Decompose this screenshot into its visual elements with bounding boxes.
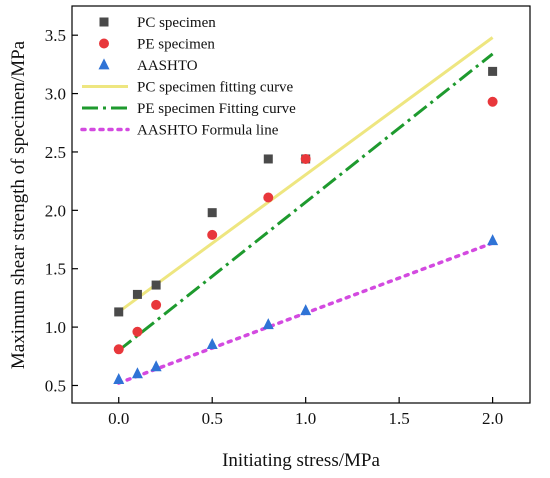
legend-pc-specimen-marker [99,17,109,27]
x-tick-label: 1.5 [389,409,410,428]
x-tick-label: 2.0 [482,409,503,428]
x-tick-label: 0.0 [108,409,129,428]
aashto-point [300,304,312,316]
tick-layer: 0.0 0.5 1.0 1.5 2.0 0.5 1.0 1.5 2.0 2.5 3.0 3.5 [45,26,503,428]
pc-specimen-point [207,208,217,218]
aashto-point [487,234,499,246]
pe-specimen-point [300,153,311,164]
pe-specimen-point [113,344,124,355]
pe-specimen-point [207,229,218,240]
pc-specimen-point [263,154,273,164]
data-points-layer [113,66,499,385]
legend-pe-specimen-marker [99,38,109,49]
y-tick-label: 0.5 [45,376,66,395]
plot-frame [71,5,531,404]
y-axis-title: Maximum shear strength of specimen/MPa [8,40,29,369]
pe-specimen-point [487,96,498,107]
y-tick-label: 2.5 [45,143,66,162]
pe-specimen-fitting-curve-line [117,52,494,352]
y-tick-label: 1.5 [45,260,66,279]
pc-specimen-point [488,66,498,76]
pc-specimen-point [132,289,142,299]
pe-specimen-point [132,326,143,337]
aashto-point [131,367,143,379]
legend-label: AASHTO [137,58,198,74]
pc-specimen-fitting-curve-line [117,36,494,314]
x-axis-title: Initiating stress/MPa [222,450,380,471]
legend-label: PE specimen [137,37,215,53]
legend-label: PC specimen fitting curve [137,80,294,96]
y-tick-label: 3.0 [45,85,66,104]
legend-label: PE specimen Fitting curve [137,101,296,117]
aashto-point [206,338,218,350]
legend: PC specimen PE specimen AASHTO PC specimen … [80,15,296,139]
pe-specimen-point [263,192,274,203]
y-tick-label: 2.0 [45,201,66,220]
pc-specimen-point [151,280,161,290]
pc-specimen-point [114,307,124,317]
aashto-point [113,373,125,385]
x-tick-label: 0.5 [202,409,223,428]
legend-aashto-marker [98,58,110,70]
x-tick-label: 1.0 [295,409,316,428]
pe-specimen-point [151,299,162,310]
legend-label: PC specimen [137,15,216,31]
aashto-point [150,360,162,372]
y-tick-label: 3.5 [45,26,66,45]
aashto-point [262,318,274,330]
legend-label: AASHTO Formula line [137,123,279,139]
y-tick-label: 1.0 [45,318,66,337]
